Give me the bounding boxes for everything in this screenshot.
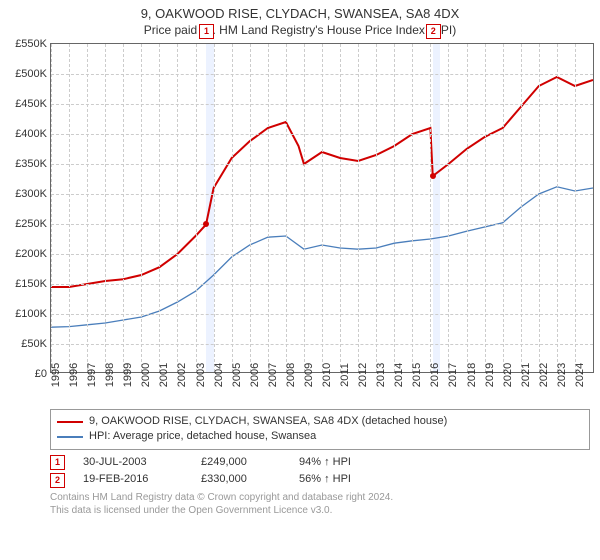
xtick-label: 2013 bbox=[375, 363, 387, 387]
xtick-label: 2015 bbox=[411, 363, 423, 387]
ytick-label: £450K bbox=[15, 98, 51, 110]
ytick-label: £250K bbox=[15, 218, 51, 230]
txn-hpi: 94% ↑ HPI bbox=[299, 454, 389, 472]
sale-marker: 2 bbox=[426, 24, 441, 39]
txn-price: £330,000 bbox=[201, 471, 281, 489]
transaction-point bbox=[430, 173, 436, 179]
txn-date: 30-JUL-2003 bbox=[83, 454, 183, 472]
xtick-label: 2017 bbox=[447, 363, 459, 387]
footer-text: Contains HM Land Registry data © Crown c… bbox=[50, 491, 590, 517]
xtick-label: 1997 bbox=[86, 363, 98, 387]
legend: 9, OAKWOOD RISE, CLYDACH, SWANSEA, SA8 4… bbox=[50, 409, 590, 450]
legend-swatch bbox=[57, 421, 83, 423]
ytick-label: £200K bbox=[15, 248, 51, 260]
ytick-label: £150K bbox=[15, 278, 51, 290]
xtick-label: 1995 bbox=[50, 363, 62, 387]
table-row: 1 30-JUL-2003 £249,000 94% ↑ HPI bbox=[50, 454, 590, 472]
txn-marker: 2 bbox=[50, 473, 65, 488]
xtick-label: 2020 bbox=[502, 363, 514, 387]
xtick-label: 2012 bbox=[357, 363, 369, 387]
ytick-label: £300K bbox=[15, 188, 51, 200]
xtick-label: 2022 bbox=[538, 363, 550, 387]
legend-item: 9, OAKWOOD RISE, CLYDACH, SWANSEA, SA8 4… bbox=[57, 414, 583, 429]
xtick-label: 2000 bbox=[140, 363, 152, 387]
legend-label: HPI: Average price, detached house, Swan… bbox=[89, 429, 316, 444]
xtick-label: 1998 bbox=[104, 363, 116, 387]
xtick-label: 2004 bbox=[213, 363, 225, 387]
txn-hpi: 56% ↑ HPI bbox=[299, 471, 389, 489]
xtick-label: 2024 bbox=[574, 363, 586, 387]
xtick-label: 2007 bbox=[267, 363, 279, 387]
chart-subtitle: Price paid vs. HM Land Registry's House … bbox=[0, 23, 600, 39]
ytick-label: £100K bbox=[15, 308, 51, 320]
chart-title: 9, OAKWOOD RISE, CLYDACH, SWANSEA, SA8 4… bbox=[0, 0, 600, 23]
ytick-label: £350K bbox=[15, 158, 51, 170]
xtick-label: 2006 bbox=[249, 363, 261, 387]
plot-region: £0£50K£100K£150K£200K£250K£300K£350K£400… bbox=[50, 43, 594, 373]
xtick-label: 2003 bbox=[195, 363, 207, 387]
ytick-label: £50K bbox=[21, 338, 51, 350]
xtick-label: 2014 bbox=[393, 363, 405, 387]
transactions-table: 1 30-JUL-2003 £249,000 94% ↑ HPI 2 19-FE… bbox=[50, 454, 590, 489]
xtick-label: 2002 bbox=[176, 363, 188, 387]
ytick-label: £0 bbox=[35, 368, 51, 380]
xtick-label: 2010 bbox=[321, 363, 333, 387]
legend-swatch bbox=[57, 436, 83, 438]
footer-line: This data is licensed under the Open Gov… bbox=[50, 504, 590, 517]
xtick-label: 2023 bbox=[556, 363, 568, 387]
txn-price: £249,000 bbox=[201, 454, 281, 472]
xtick-label: 2001 bbox=[158, 363, 170, 387]
xtick-label: 2016 bbox=[429, 363, 441, 387]
txn-marker: 1 bbox=[50, 455, 65, 470]
legend-item: HPI: Average price, detached house, Swan… bbox=[57, 429, 583, 444]
xtick-label: 2018 bbox=[466, 363, 478, 387]
ytick-label: £400K bbox=[15, 128, 51, 140]
ytick-label: £550K bbox=[15, 38, 51, 50]
legend-label: 9, OAKWOOD RISE, CLYDACH, SWANSEA, SA8 4… bbox=[89, 414, 447, 429]
xtick-label: 2005 bbox=[231, 363, 243, 387]
chart-area: £0£50K£100K£150K£200K£250K£300K£350K£400… bbox=[50, 43, 594, 403]
ytick-label: £500K bbox=[15, 68, 51, 80]
xtick-label: 2011 bbox=[339, 363, 351, 387]
sale-marker: 1 bbox=[199, 24, 214, 39]
txn-date: 19-FEB-2016 bbox=[83, 471, 183, 489]
xtick-label: 2008 bbox=[285, 363, 297, 387]
xtick-label: 1996 bbox=[68, 363, 80, 387]
transaction-point bbox=[203, 221, 209, 227]
footer-line: Contains HM Land Registry data © Crown c… bbox=[50, 491, 590, 504]
table-row: 2 19-FEB-2016 £330,000 56% ↑ HPI bbox=[50, 471, 590, 489]
xtick-label: 2021 bbox=[520, 363, 532, 387]
xtick-label: 2009 bbox=[303, 363, 315, 387]
xtick-label: 2019 bbox=[484, 363, 496, 387]
xtick-label: 1999 bbox=[122, 363, 134, 387]
